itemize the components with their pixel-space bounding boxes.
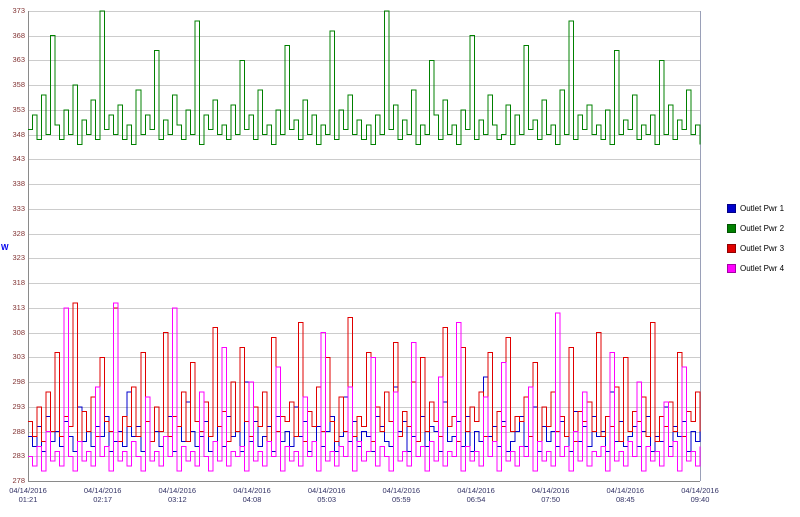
x-tick-label: 04/14/2016 06:54 [448, 486, 504, 504]
y-tick-label: 328 [12, 228, 25, 238]
x-tick-date: 04/14/2016 [9, 486, 47, 495]
series-outlet-pwr-2 [28, 10, 701, 146]
y-tick-label: 373 [12, 6, 25, 15]
x-tick-label: 04/14/2016 09:40 [672, 486, 728, 504]
y-tick-label: 368 [12, 30, 25, 40]
legend-swatch-outlet-pwr-1 [727, 203, 736, 213]
x-tick-time: 07:50 [541, 495, 561, 504]
y-tick-label: 363 [12, 55, 25, 65]
x-tick-time: 08:45 [615, 495, 635, 504]
x-tick-date: 04/14/2016 [681, 486, 719, 495]
legend-item-outlet-pwr-1: Outlet Pwr 1 [727, 198, 784, 218]
x-tick-date: 04/14/2016 [307, 486, 346, 495]
x-tick-date: 04/14/2016 [233, 486, 271, 495]
legend-label-outlet-pwr-4: Outlet Pwr 4 [740, 263, 785, 273]
x-tick-date: 04/14/2016 [158, 486, 197, 495]
y-tick-label: 343 [12, 154, 25, 164]
x-tick-date: 04/14/2016 [457, 486, 495, 495]
y-axis-title: W [1, 243, 9, 252]
y-tick-label: 333 [12, 203, 25, 213]
legend-swatch-outlet-pwr-3 [727, 243, 736, 253]
y-tick-label: 313 [12, 302, 25, 312]
y-tick-label: 303 [12, 352, 25, 362]
legend-label-outlet-pwr-1: Outlet Pwr 1 [740, 203, 785, 213]
x-tick-time: 03:12 [167, 495, 187, 504]
x-tick-time: 05:03 [317, 495, 337, 504]
x-tick-label: 04/14/2016 01:21 [0, 486, 56, 504]
series-outlet-pwr-3 [28, 302, 701, 442]
y-tick-label: 358 [12, 80, 25, 90]
y-tick-label: 323 [12, 253, 25, 263]
x-tick-date: 04/14/2016 [531, 486, 570, 495]
x-tick-label: 04/14/2016 05:59 [373, 486, 429, 504]
x-tick-time: 02:17 [93, 495, 113, 504]
legend-item-outlet-pwr-2: Outlet Pwr 2 [727, 218, 784, 238]
y-tick-label: 338 [12, 179, 25, 189]
legend-label-outlet-pwr-3: Outlet Pwr 3 [740, 243, 785, 253]
x-tick-date: 04/14/2016 [83, 486, 122, 495]
legend-label-outlet-pwr-2: Outlet Pwr 2 [740, 223, 785, 233]
y-tick-label: 318 [12, 278, 25, 288]
x-tick-label: 04/14/2016 03:12 [149, 486, 205, 504]
legend-swatch-outlet-pwr-2 [727, 223, 736, 233]
y-tick-label: 288 [12, 426, 25, 436]
y-tick-label: 353 [12, 104, 25, 114]
series-outlet-pwr-1 [28, 376, 701, 452]
x-tick-label: 04/14/2016 08:45 [597, 486, 653, 504]
chart-legend: Outlet Pwr 1 Outlet Pwr 2 Outlet Pwr 3 O… [727, 198, 784, 278]
y-tick-label: 298 [12, 377, 25, 387]
x-tick-time: 05:59 [391, 495, 411, 504]
x-tick-time: 09:40 [690, 495, 710, 504]
x-tick-label: 04/14/2016 04:08 [224, 486, 280, 504]
legend-swatch-outlet-pwr-4 [727, 263, 736, 273]
x-tick-label: 04/14/2016 02:17 [75, 486, 131, 504]
x-tick-date: 04/14/2016 [606, 486, 645, 495]
y-tick-label: 283 [12, 451, 25, 461]
y-tick-label: 308 [12, 327, 25, 337]
legend-item-outlet-pwr-4: Outlet Pwr 4 [727, 258, 784, 278]
x-tick-label: 04/14/2016 05:03 [299, 486, 355, 504]
x-tick-time: 06:54 [466, 495, 486, 504]
y-tick-label: 293 [12, 401, 25, 411]
x-tick-date: 04/14/2016 [382, 486, 421, 495]
series-outlet-pwr-4 [28, 302, 701, 472]
legend-item-outlet-pwr-3: Outlet Pwr 3 [727, 238, 784, 258]
x-tick-time: 04:08 [242, 495, 262, 504]
y-tick-label: 278 [12, 476, 25, 485]
y-tick-label: 348 [12, 129, 25, 139]
x-tick-label: 04/14/2016 07:50 [523, 486, 579, 504]
x-tick-time: 01:21 [18, 495, 38, 504]
